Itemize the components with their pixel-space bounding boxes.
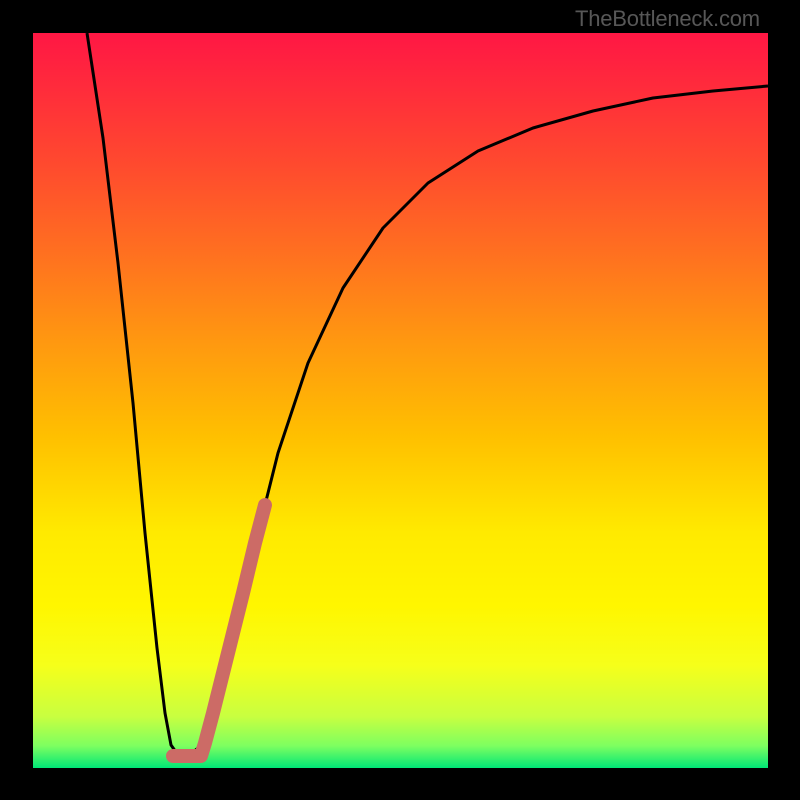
bottleneck-curve bbox=[87, 33, 768, 756]
chart-plot-area bbox=[33, 33, 768, 768]
highlight-segment bbox=[173, 505, 265, 756]
chart-svg bbox=[33, 33, 768, 768]
watermark-text: TheBottleneck.com bbox=[575, 6, 760, 32]
